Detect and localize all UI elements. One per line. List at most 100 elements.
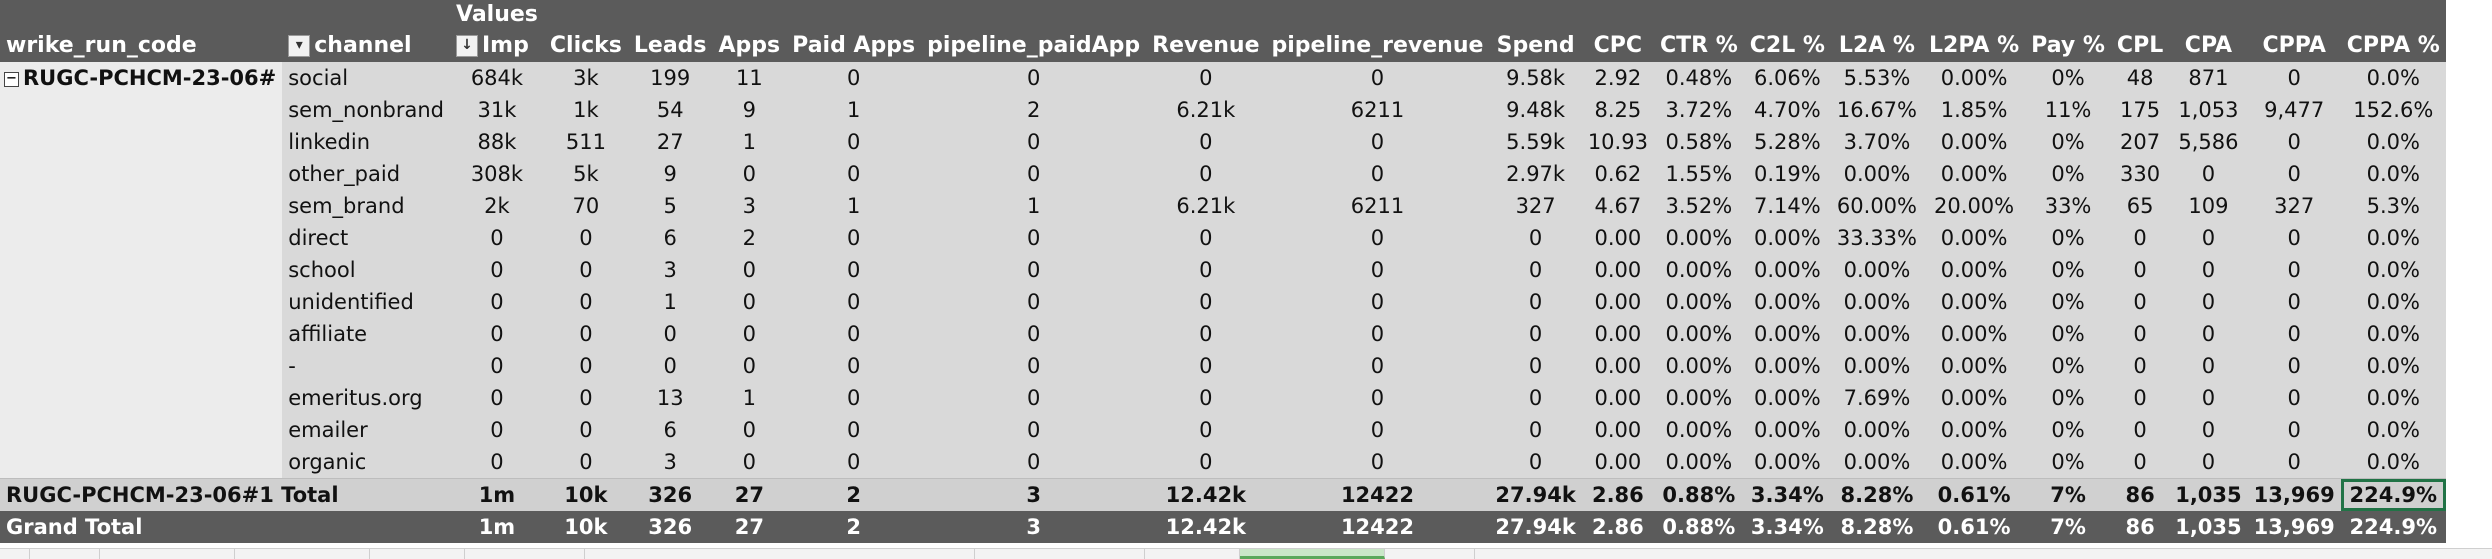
value-cell[interactable]: 0.00% bbox=[1923, 62, 2026, 94]
value-cell[interactable]: 0 bbox=[2169, 158, 2248, 190]
value-cell[interactable]: 1 bbox=[921, 190, 1147, 222]
value-cell[interactable]: 0.00% bbox=[1830, 318, 1923, 350]
measure-header[interactable]: CPPA % bbox=[2340, 30, 2446, 62]
channel-cell[interactable]: school bbox=[282, 254, 450, 286]
value-cell[interactable]: 0 bbox=[1146, 414, 1266, 446]
value-cell[interactable]: 3k bbox=[543, 62, 628, 94]
value-cell[interactable]: 0 bbox=[786, 350, 922, 382]
value-cell[interactable]: 0.00 bbox=[1581, 222, 1654, 254]
value-cell[interactable]: 0 bbox=[712, 286, 787, 318]
value-cell[interactable]: 0.19% bbox=[1743, 158, 1831, 190]
value-cell[interactable]: 6.21k bbox=[1146, 190, 1266, 222]
value-cell[interactable]: 0.0% bbox=[2340, 254, 2446, 286]
value-cell[interactable]: 0% bbox=[2025, 318, 2111, 350]
value-cell[interactable]: 0 bbox=[543, 318, 628, 350]
value-cell[interactable]: 0 bbox=[786, 446, 922, 479]
value-cell[interactable]: 6211 bbox=[1265, 94, 1490, 126]
value-cell[interactable]: 60.00% bbox=[1830, 190, 1923, 222]
value-cell[interactable]: 0.00% bbox=[1653, 286, 1744, 318]
value-cell[interactable]: 4.70% bbox=[1743, 94, 1831, 126]
value-cell[interactable]: 0 bbox=[2247, 222, 2341, 254]
value-cell[interactable]: 0% bbox=[2025, 350, 2111, 382]
value-cell[interactable]: 0.00% bbox=[1653, 350, 1744, 382]
value-cell[interactable]: 1 bbox=[786, 190, 922, 222]
total-cell[interactable]: 3 bbox=[921, 511, 1147, 543]
value-cell[interactable]: 6211 bbox=[1265, 190, 1490, 222]
value-cell[interactable]: 0 bbox=[786, 382, 922, 414]
total-cell[interactable]: 1,035 bbox=[2169, 511, 2248, 543]
total-cell[interactable]: 224.9% bbox=[2340, 478, 2446, 511]
value-cell[interactable]: 0 bbox=[1265, 414, 1490, 446]
value-cell[interactable]: 20.00% bbox=[1923, 190, 2026, 222]
value-cell[interactable]: 0 bbox=[786, 414, 922, 446]
value-cell[interactable]: 0 bbox=[2169, 286, 2248, 318]
value-cell[interactable]: 0 bbox=[1265, 222, 1490, 254]
measure-header[interactable]: CTR % bbox=[1653, 30, 1744, 62]
value-cell[interactable]: 6 bbox=[627, 222, 713, 254]
value-cell[interactable]: 0 bbox=[2247, 254, 2341, 286]
value-cell[interactable]: 0.0% bbox=[2340, 382, 2446, 414]
value-cell[interactable]: 0.0% bbox=[2340, 414, 2446, 446]
value-cell[interactable]: 0 bbox=[543, 414, 628, 446]
value-cell[interactable]: 0 bbox=[712, 318, 787, 350]
measure-header[interactable]: Clicks bbox=[543, 30, 628, 62]
value-cell[interactable]: 9.48k bbox=[1489, 94, 1582, 126]
value-cell[interactable]: 0 bbox=[543, 286, 628, 318]
value-cell[interactable]: 3 bbox=[712, 190, 787, 222]
sheet-tab[interactable] bbox=[975, 549, 1145, 559]
value-cell[interactable]: 0.00% bbox=[1743, 446, 1831, 479]
total-cell[interactable]: 10k bbox=[543, 478, 628, 511]
value-cell[interactable]: 70 bbox=[543, 190, 628, 222]
value-cell[interactable]: 0.00% bbox=[1923, 158, 2026, 190]
total-cell[interactable]: 2.86 bbox=[1581, 478, 1654, 511]
value-cell[interactable]: 0 bbox=[2247, 414, 2341, 446]
value-cell[interactable]: 0 bbox=[2110, 254, 2170, 286]
total-cell[interactable]: 2.86 bbox=[1581, 511, 1654, 543]
col-field-header[interactable]: ▾ channel bbox=[282, 30, 450, 62]
sheet-tab[interactable] bbox=[1145, 549, 1240, 559]
value-cell[interactable]: 6 bbox=[627, 414, 713, 446]
sort-descending-icon[interactable]: ↓ bbox=[456, 35, 478, 57]
sheet-tab[interactable] bbox=[465, 549, 585, 559]
total-cell[interactable]: 3.34% bbox=[1743, 511, 1831, 543]
value-cell[interactable]: 0 bbox=[1265, 446, 1490, 479]
value-cell[interactable]: 0 bbox=[627, 350, 713, 382]
value-cell[interactable]: 0 bbox=[786, 222, 922, 254]
value-cell[interactable]: 0 bbox=[1489, 286, 1582, 318]
value-cell[interactable]: 0 bbox=[1146, 158, 1266, 190]
value-cell[interactable]: 11 bbox=[712, 62, 787, 94]
value-cell[interactable]: 3.72% bbox=[1653, 94, 1744, 126]
value-cell[interactable]: 2.97k bbox=[1489, 158, 1582, 190]
value-cell[interactable]: 3.70% bbox=[1830, 126, 1923, 158]
sheet-tab[interactable] bbox=[585, 549, 975, 559]
value-cell[interactable]: 0 bbox=[921, 254, 1147, 286]
value-cell[interactable]: 0.00% bbox=[1653, 254, 1744, 286]
value-cell[interactable]: 5k bbox=[543, 158, 628, 190]
value-cell[interactable]: 871 bbox=[2169, 62, 2248, 94]
channel-cell[interactable]: linkedin bbox=[282, 126, 450, 158]
value-cell[interactable]: 9 bbox=[712, 94, 787, 126]
value-cell[interactable]: 0.00% bbox=[1923, 222, 2026, 254]
value-cell[interactable]: 0% bbox=[2025, 158, 2111, 190]
value-cell[interactable]: 327 bbox=[2247, 190, 2341, 222]
value-cell[interactable]: 1 bbox=[627, 286, 713, 318]
value-cell[interactable]: 0 bbox=[1146, 62, 1266, 94]
value-cell[interactable]: 0 bbox=[2247, 382, 2341, 414]
value-cell[interactable]: 0 bbox=[1265, 350, 1490, 382]
value-cell[interactable]: 0.0% bbox=[2340, 318, 2446, 350]
measure-header[interactable]: CPPA bbox=[2247, 30, 2341, 62]
sheet-tab[interactable] bbox=[0, 549, 30, 559]
value-cell[interactable]: 0 bbox=[450, 254, 544, 286]
value-cell[interactable]: 1 bbox=[712, 382, 787, 414]
channel-cell[interactable]: affiliate bbox=[282, 318, 450, 350]
measure-header[interactable]: ↓ Imp bbox=[450, 30, 544, 62]
value-cell[interactable]: 0.00% bbox=[1653, 382, 1744, 414]
measure-header[interactable]: Leads bbox=[627, 30, 713, 62]
value-cell[interactable]: 0 bbox=[1146, 350, 1266, 382]
total-cell[interactable]: 1m bbox=[450, 478, 544, 511]
total-cell[interactable]: 12422 bbox=[1265, 478, 1490, 511]
value-cell[interactable]: 0 bbox=[1146, 286, 1266, 318]
value-cell[interactable]: 684k bbox=[450, 62, 544, 94]
measure-header[interactable]: CPL bbox=[2110, 30, 2170, 62]
value-cell[interactable]: 5.59k bbox=[1489, 126, 1582, 158]
